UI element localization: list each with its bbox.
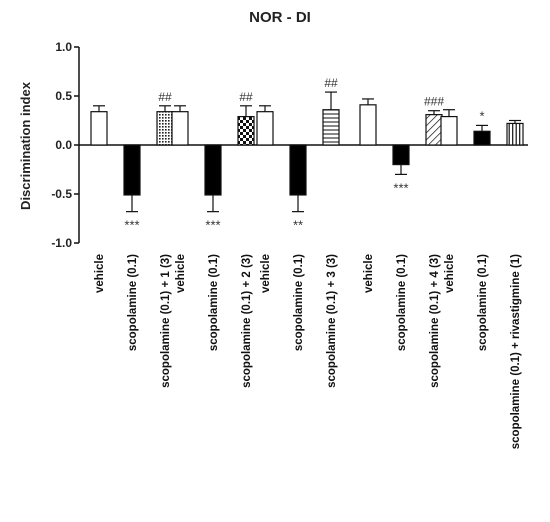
bar xyxy=(289,144,307,196)
x-tick-labels: vehicle scopolamine (0.1) scopolamine (0.1… xyxy=(94,254,522,449)
x-tick-label: scopolamine (0.1) + 1 (3) xyxy=(160,254,172,388)
x-tick-label: scopolamine (0.1) + rivastigmine (1) xyxy=(510,254,522,449)
bar-annotation: ## xyxy=(239,90,253,104)
bar xyxy=(473,130,491,146)
bar xyxy=(359,104,377,146)
x-tick-label: scopolamine (0.1) xyxy=(293,254,305,351)
x-tick-label: vehicle xyxy=(94,254,106,293)
chart-title: NOR - DI xyxy=(249,9,311,26)
x-tick-label: scopolamine (0.1) xyxy=(208,254,220,351)
bar xyxy=(204,144,222,196)
bar xyxy=(156,111,174,146)
bar-annotation: *** xyxy=(124,218,139,233)
bar xyxy=(425,114,443,146)
x-tick-label: vehicle xyxy=(260,254,272,293)
x-tick-label: scopolamine (0.1) xyxy=(127,254,139,351)
bar-annotation: ** xyxy=(293,218,303,233)
x-tick-label: vehicle xyxy=(444,254,456,293)
bar-annotation: ### xyxy=(424,95,444,109)
x-tick-label: scopolamine (0.1) xyxy=(477,254,489,351)
bar xyxy=(392,144,410,166)
bar xyxy=(506,122,524,146)
x-tick-label: scopolamine (0.1) + 3 (3) xyxy=(326,254,338,388)
bar xyxy=(123,144,141,196)
bar-annotation: *** xyxy=(393,180,408,195)
bars: *** ## *** ## ** ## *** ### * xyxy=(90,76,524,233)
bar xyxy=(171,111,189,146)
y-tick-label: 1.0 xyxy=(55,40,72,54)
x-tick-label: vehicle xyxy=(175,254,187,293)
bar xyxy=(237,115,255,146)
bar-annotation: * xyxy=(479,108,484,123)
bar xyxy=(256,111,274,146)
y-tick-label: -1.0 xyxy=(51,236,72,250)
y-tick-label: 0.0 xyxy=(55,138,72,152)
bar-annotation: ## xyxy=(158,90,172,104)
x-tick-label: scopolamine (0.1) xyxy=(396,254,408,351)
y-tick-label: 0.5 xyxy=(55,89,72,103)
bar-annotation: ## xyxy=(324,76,338,90)
bar xyxy=(90,111,108,146)
x-tick-label: scopolamine (0.1) + 2 (3) xyxy=(241,254,253,388)
x-tick-label: scopolamine (0.1) + 4 (3) xyxy=(429,254,441,388)
y-axis-label: Discrimination index xyxy=(18,81,33,210)
bar-annotation: *** xyxy=(205,218,220,233)
y-tick-label: -0.5 xyxy=(51,187,72,201)
x-tick-label: vehicle xyxy=(363,254,375,293)
bar xyxy=(440,115,458,146)
bar xyxy=(322,109,340,146)
